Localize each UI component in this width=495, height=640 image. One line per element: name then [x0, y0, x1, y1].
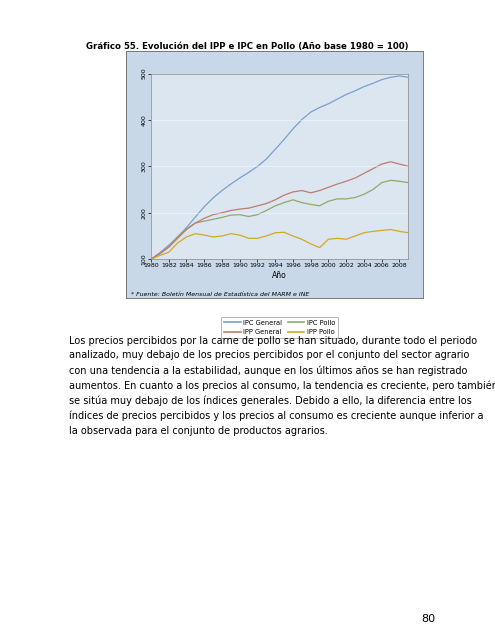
- Text: Gráfico 55. Evolución del IPP e IPC en Pollo (Año base 1980 = 100): Gráfico 55. Evolución del IPP e IPC en P…: [86, 42, 409, 51]
- X-axis label: Año: Año: [272, 271, 287, 280]
- Text: Los precios percibidos por la carne de pollo se han situado, durante todo el per: Los precios percibidos por la carne de p…: [69, 336, 495, 435]
- Text: * Fuente: Boletín Mensual de Estadística del MARM e INE: * Fuente: Boletín Mensual de Estadística…: [131, 292, 309, 298]
- Text: 80: 80: [421, 614, 436, 624]
- Legend: IPC General, IPP General, IPC Pollo, IPP Pollo: IPC General, IPP General, IPC Pollo, IPP…: [221, 317, 338, 337]
